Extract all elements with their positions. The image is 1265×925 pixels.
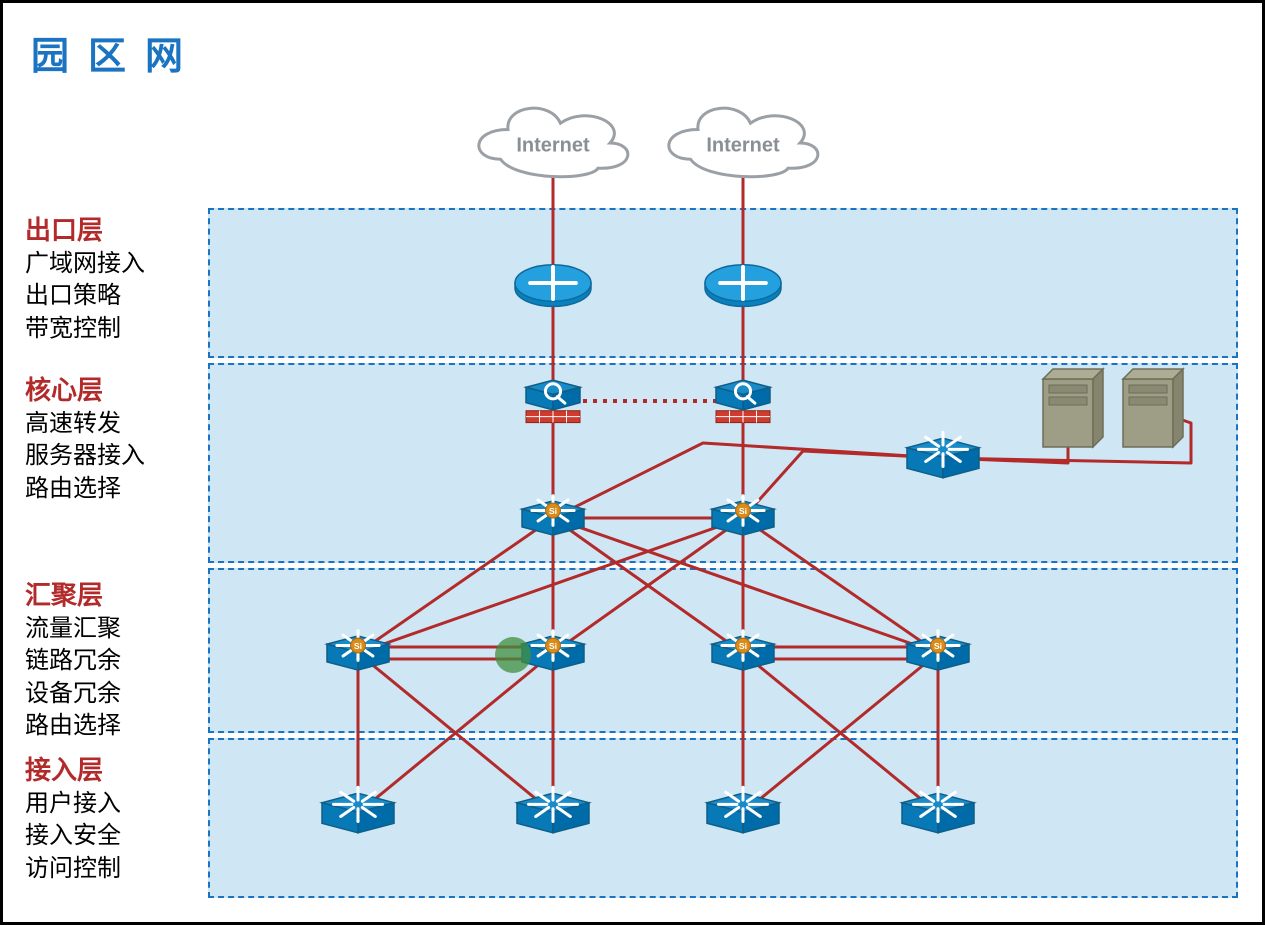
layer-desc-line: 广域网接入 <box>25 248 145 280</box>
layer-label-access: 接入层用户接入接入安全访问控制 <box>25 753 121 885</box>
links-layer <box>358 143 1191 813</box>
network-svg: Internet Internet Si Si Si Si Si Si <box>3 3 1265 925</box>
layer-desc-line: 用户接入 <box>25 788 121 820</box>
svg-text:Si: Si <box>549 641 557 651</box>
svg-text:Si: Si <box>549 506 557 516</box>
svg-text:Si: Si <box>354 641 362 651</box>
nodes-layer: Internet Internet Si Si Si Si Si Si <box>322 108 1183 833</box>
l3switch-core1: Si <box>522 496 584 535</box>
svg-text:Internet: Internet <box>706 134 780 156</box>
cursor-pointer-dot <box>495 637 531 673</box>
firewall-fw1 <box>526 380 580 422</box>
server-server1 <box>1043 369 1103 447</box>
svg-text:Internet: Internet <box>516 134 590 156</box>
server-server2 <box>1123 369 1183 447</box>
router-router1 <box>515 265 591 307</box>
layer-desc-line: 设备冗余 <box>25 678 121 710</box>
layer-desc-line: 出口策略 <box>25 280 145 312</box>
layer-desc-line: 路由选择 <box>25 710 121 742</box>
cloud-cloud1: Internet <box>479 108 628 177</box>
layer-desc-line: 带宽控制 <box>25 313 145 345</box>
layer-desc-line: 流量汇聚 <box>25 613 121 645</box>
layer-name: 出口层 <box>25 213 145 248</box>
svg-text:Si: Si <box>739 506 747 516</box>
l3switch-core2: Si <box>712 496 774 535</box>
layer-label-egress: 出口层广域网接入出口策略带宽控制 <box>25 213 145 345</box>
switch-edge_sw <box>907 432 979 478</box>
svg-text:Si: Si <box>934 641 942 651</box>
router-router2 <box>705 265 781 307</box>
layer-name: 核心层 <box>25 373 145 408</box>
layer-name: 接入层 <box>25 753 121 788</box>
layer-desc-line: 访问控制 <box>25 853 121 885</box>
layer-desc-line: 服务器接入 <box>25 440 145 472</box>
diagram-frame: 园区网 InternetInternetSiSiSiSiSiSi 出口层广域网接… <box>0 0 1265 925</box>
cloud-cloud2: Internet <box>669 108 818 177</box>
layer-desc-line: 路由选择 <box>25 473 145 505</box>
layer-label-core: 核心层高速转发服务器接入路由选择 <box>25 373 145 505</box>
firewall-fw2 <box>716 380 770 422</box>
layer-name: 汇聚层 <box>25 578 121 613</box>
layer-label-aggregation: 汇聚层流量汇聚链路冗余设备冗余路由选择 <box>25 578 121 743</box>
layer-desc-line: 高速转发 <box>25 408 145 440</box>
layer-desc-line: 链路冗余 <box>25 645 121 677</box>
layer-desc-line: 接入安全 <box>25 820 121 852</box>
svg-text:Si: Si <box>739 641 747 651</box>
